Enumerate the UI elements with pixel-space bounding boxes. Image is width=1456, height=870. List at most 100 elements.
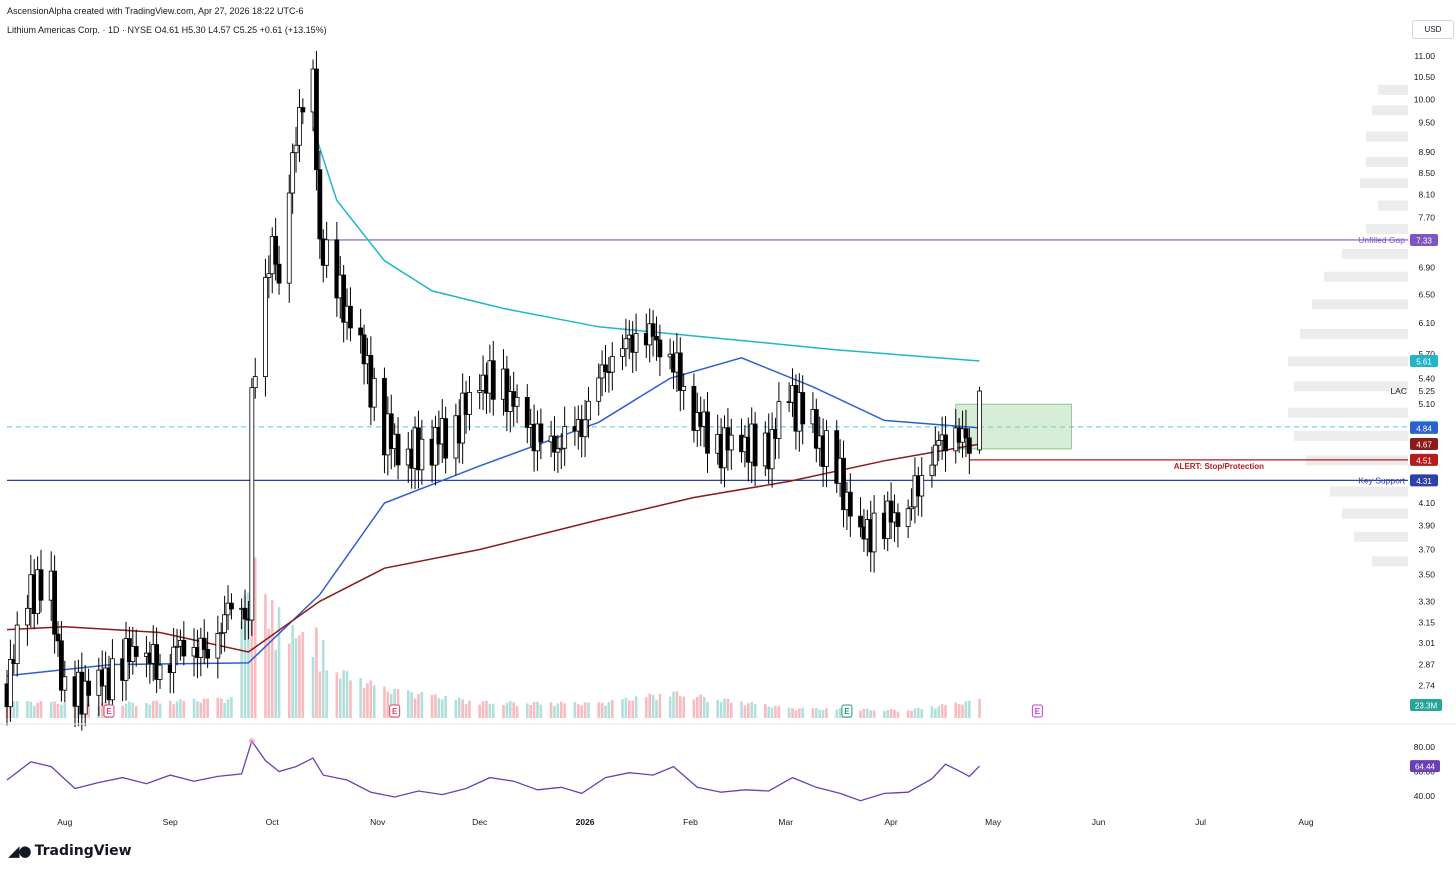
volume-bar bbox=[651, 694, 655, 718]
level-label: Key Support bbox=[1358, 475, 1405, 485]
volume-bar bbox=[223, 702, 226, 718]
volume-bar bbox=[502, 704, 505, 718]
volume-bar bbox=[488, 703, 492, 718]
volume-bar bbox=[917, 707, 920, 718]
volume-bar bbox=[529, 705, 532, 718]
candle-body bbox=[157, 664, 163, 680]
volume-bar bbox=[172, 704, 175, 718]
candle-body bbox=[361, 334, 367, 365]
currency-button[interactable]: USD bbox=[1412, 20, 1454, 39]
volume-bar bbox=[311, 656, 315, 718]
volume-bar bbox=[301, 632, 305, 718]
volume-bar bbox=[478, 704, 481, 718]
candle-body bbox=[477, 389, 483, 393]
volume-bar bbox=[536, 701, 539, 718]
volume-bar bbox=[695, 696, 699, 718]
volume-bar bbox=[702, 696, 706, 718]
volume-bar bbox=[32, 705, 36, 718]
candle-body bbox=[888, 500, 894, 523]
rsi-line bbox=[6, 739, 980, 802]
volume-bar bbox=[342, 670, 345, 718]
candle-body bbox=[871, 512, 877, 553]
price-axis-tick: 6.10 bbox=[1418, 318, 1435, 328]
volume-bar bbox=[866, 708, 869, 718]
volume-bar bbox=[906, 710, 910, 718]
candle-body bbox=[582, 419, 588, 438]
volume-bar bbox=[366, 683, 369, 718]
volume-bar bbox=[682, 696, 685, 718]
earnings-marker-icon bbox=[1031, 704, 1043, 718]
price-tag bbox=[1410, 421, 1438, 434]
price-axis-tick: 3.90 bbox=[1418, 521, 1435, 531]
volume-bar bbox=[277, 607, 281, 718]
candle-body bbox=[242, 607, 248, 620]
volume-bar bbox=[372, 685, 376, 718]
candle-body bbox=[341, 274, 347, 323]
volume-bar bbox=[182, 700, 186, 718]
volume-bar bbox=[944, 705, 947, 718]
price-axis-tick: 2.74 bbox=[1418, 680, 1435, 690]
volume-bar bbox=[624, 697, 628, 718]
volume-bar bbox=[978, 698, 981, 718]
volume-profile-bar bbox=[1360, 178, 1408, 189]
candle-body bbox=[538, 423, 544, 443]
chart-credit: AscensionAlpha created with TradingView.… bbox=[7, 6, 304, 16]
volume-bar bbox=[508, 700, 512, 718]
volume-profile-bar bbox=[1372, 105, 1408, 116]
target-zone-box bbox=[955, 403, 1072, 450]
tradingview-logo[interactable]: ◢● TradingView bbox=[8, 842, 132, 860]
candle-body bbox=[677, 352, 683, 391]
candle-body bbox=[841, 457, 846, 511]
candle-body bbox=[769, 428, 775, 470]
volume-bar bbox=[838, 708, 842, 718]
volume-bar bbox=[240, 620, 243, 718]
volume-bar bbox=[532, 701, 536, 718]
candle-body bbox=[909, 506, 914, 510]
candle-body bbox=[222, 614, 228, 634]
earnings-marker-label: E bbox=[392, 707, 398, 716]
volume-bar bbox=[743, 705, 747, 718]
candle-body bbox=[514, 397, 520, 407]
symbol-title[interactable]: Lithium Americas Corp. · 1D · NYSE bbox=[7, 25, 153, 35]
volume-bar bbox=[63, 701, 67, 718]
price-axis-tick: 5.25 bbox=[1418, 386, 1435, 396]
price-tag bbox=[1410, 474, 1438, 487]
price-axis-tick: 6.90 bbox=[1418, 262, 1435, 272]
candle-body bbox=[218, 632, 224, 635]
time-axis-tick: Dec bbox=[472, 817, 488, 827]
candle-body bbox=[273, 236, 279, 265]
volume-bar bbox=[740, 701, 743, 718]
volume-profile-bar bbox=[1378, 84, 1408, 95]
volume-bar bbox=[675, 691, 679, 718]
volume-bar bbox=[12, 701, 16, 718]
volume-bar bbox=[196, 701, 199, 718]
volume-bar bbox=[798, 708, 801, 718]
candle-body bbox=[171, 646, 177, 674]
volume-bar bbox=[100, 702, 104, 718]
volume-bar bbox=[247, 592, 250, 718]
volume-bar bbox=[413, 698, 417, 718]
volume-bar bbox=[179, 699, 182, 718]
volume-bar bbox=[869, 710, 873, 718]
candle-body bbox=[348, 305, 353, 329]
candle-body bbox=[963, 428, 969, 439]
candle-body bbox=[59, 640, 64, 691]
volume-bar bbox=[706, 702, 709, 718]
volume-bar bbox=[539, 704, 543, 718]
candle-body bbox=[834, 430, 840, 484]
price-tag bbox=[1410, 438, 1438, 451]
volume-bar bbox=[155, 700, 158, 718]
volume-bar bbox=[621, 699, 624, 718]
volume-bar bbox=[556, 703, 560, 718]
volume-bar bbox=[655, 699, 658, 718]
candle-body bbox=[86, 680, 92, 696]
volume-bar bbox=[325, 670, 328, 718]
volume-profile-bar bbox=[1372, 556, 1408, 567]
volume-bar bbox=[893, 709, 896, 718]
volume-bar bbox=[145, 702, 148, 718]
volume-bar bbox=[434, 694, 437, 718]
candle-body bbox=[334, 239, 340, 299]
price-axis-tick: 5.70 bbox=[1418, 349, 1435, 359]
volume-bar bbox=[512, 702, 515, 718]
